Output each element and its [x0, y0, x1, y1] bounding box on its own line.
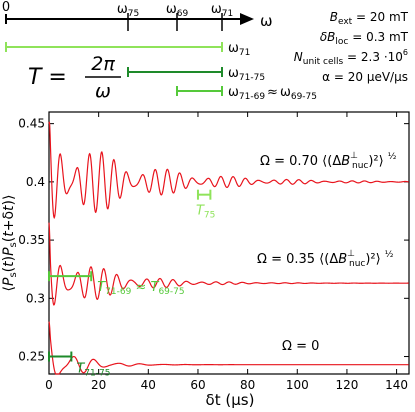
frequency-tick-label-w69: ω69 [166, 2, 189, 19]
y-tick-label-0.35: 0.35 [18, 233, 45, 247]
parameter-dbloc: δBloc = 0.3 mT [320, 30, 409, 47]
frequency-zero-label: 0 [2, 0, 10, 15]
x-tick-label-120: 120 [335, 378, 358, 392]
x-tick-label-140: 140 [385, 378, 408, 392]
frequency-axis: 0 ω75 ω69 ω71 ω [2, 0, 273, 31]
frequency-tick-label-w75: ω75 [117, 2, 139, 19]
parameter-alpha: α = 20 μeV/μs [322, 70, 408, 84]
period-formula: T = 2π ω [28, 53, 121, 102]
series-label-omega-070: Ω = 0.70 ⟨(ΔB⊥ nuc)²⟩ ½ [260, 151, 397, 171]
period-formula-numerator: 2π [91, 53, 115, 75]
y-axis-label: ⟨Ps(t)Ps(t+δt)⟩ [1, 195, 19, 292]
series-label-omega-035: Ω = 0.35 ⟨(ΔB⊥ nuc)²⟩ ½ [257, 249, 394, 269]
x-tick-label-60: 60 [190, 378, 205, 392]
frequency-tick-label-w71: ω71 [211, 2, 233, 19]
annotation-label-2: T71-75 [76, 362, 110, 379]
x-tick-label-40: 40 [141, 378, 156, 392]
y-axis-ticks: 0.25 0.3 0.35 0.4 0.45 [18, 117, 409, 364]
interval-w71-69-label: ω71-69 ≈ ω69-75 [228, 85, 317, 102]
interval-w71-75-label: ω71-75 [228, 66, 265, 83]
y-tick-label-0.3: 0.3 [26, 291, 45, 305]
series-line-0 [48, 121, 409, 220]
y-tick-label-0.25: 0.25 [18, 350, 45, 364]
series-line-2 [48, 321, 409, 375]
parameters: Bext = 20 mT δBloc = 0.3 mT Nunit cells … [294, 10, 409, 84]
interval-w71-69: ω71-69 ≈ ω69-75 [176, 85, 317, 102]
plot-area: 0 20 40 60 80 100 120 140 0.25 0.3 0.35 0.4 0.45 T7… [1, 111, 410, 409]
curves [48, 121, 409, 375]
parameter-bext: Bext = 20 mT [330, 10, 409, 27]
x-axis-label: δt (μs) [206, 391, 255, 409]
frequency-intervals: ω71 ω71-75 ω71-69 ≈ ω69-75 [5, 41, 317, 102]
plot-frame [48, 111, 410, 375]
x-axis-ticks: 0 20 40 60 80 100 120 140 [45, 112, 408, 392]
frequency-axis-symbol: ω [260, 12, 273, 30]
series-label-omega-0: Ω = 0 [282, 339, 319, 354]
frequency-axis-arrowhead [240, 13, 254, 25]
annotation-label-0: T75 [196, 204, 215, 221]
period-formula-denominator: ω [95, 80, 111, 102]
period-annotations: T75 T71-69 ≈ T69-75 T71-75 [48, 189, 215, 379]
x-tick-label-80: 80 [240, 378, 255, 392]
period-formula-lhs: T = [28, 65, 67, 90]
x-tick-label-20: 20 [91, 378, 106, 392]
annotation-label-1: T71-69 ≈ T69-75 [97, 280, 184, 297]
interval-w71: ω71 [5, 41, 250, 58]
x-tick-label-100: 100 [286, 378, 309, 392]
y-tick-label-0.4: 0.4 [26, 175, 45, 189]
parameter-nunit: Nunit cells = 2.3 ·106 [294, 48, 408, 67]
y-tick-label-0.45: 0.45 [18, 117, 45, 131]
x-tick-label-0: 0 [45, 378, 53, 392]
series-line-1 [48, 222, 409, 306]
interval-w71-label: ω71 [228, 41, 250, 58]
interval-w71-75: ω71-75 [127, 66, 265, 83]
